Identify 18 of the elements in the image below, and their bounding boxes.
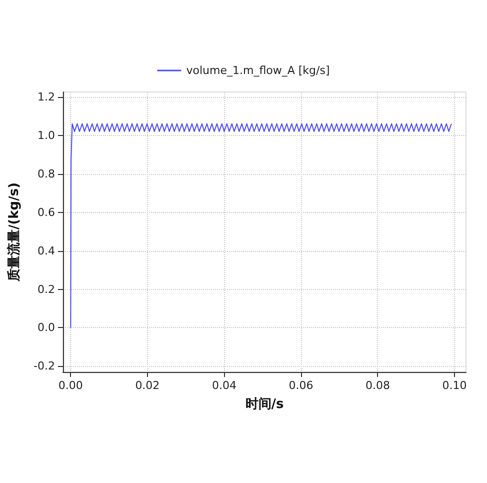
x-tick-label: 0.06: [288, 379, 314, 392]
x-tick-label: 0.02: [135, 379, 160, 392]
x-tick-label: 0.04: [212, 379, 236, 392]
y-tick-label: 0.0: [38, 321, 55, 334]
x-tick-label: 0.00: [58, 379, 83, 392]
y-tick-label: 1.0: [38, 128, 55, 142]
x-tick-label: 0.10: [442, 379, 467, 392]
y-tick-label: -0.2: [34, 360, 55, 373]
legend-label: volume_1.m_flow_A [kg/s]: [186, 64, 330, 77]
x-axis-title: 时间/s: [245, 397, 284, 412]
x-tick-label: 0.08: [365, 379, 390, 392]
y-tick-label: 0.4: [38, 244, 55, 258]
y-tick-label: 1.2: [38, 90, 55, 104]
line-series: [70, 123, 452, 328]
y-tick-label: 0.8: [38, 167, 55, 180]
y-tick-label: 0.2: [38, 282, 55, 296]
y-tick-label: 0.6: [38, 206, 55, 219]
y-axis-title: 质量流量/(kg/s): [6, 182, 22, 283]
